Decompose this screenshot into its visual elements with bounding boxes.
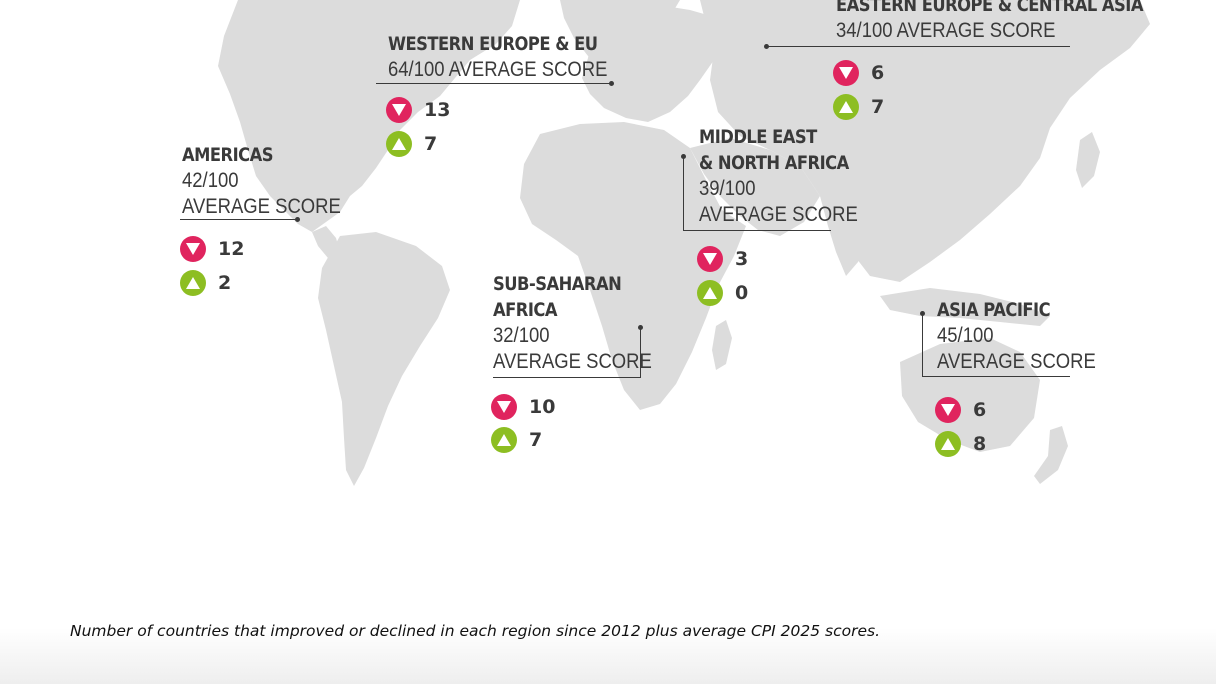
new-zealand-landmass [1034, 426, 1068, 484]
leader-endpoint [764, 44, 769, 49]
improved-count-row: 0 [697, 280, 748, 306]
leader-endpoint [920, 311, 925, 316]
triangle-up-icon [491, 427, 517, 453]
indonesia-landmass [880, 288, 1050, 326]
declined-count-row: 13 [386, 97, 450, 123]
leader-line [180, 219, 298, 220]
triangle-up-icon [935, 431, 961, 457]
improved-count-row: 2 [180, 270, 231, 296]
declined-count: 13 [424, 99, 451, 121]
triangle-up-icon [833, 94, 859, 120]
europe-landmass [582, 2, 722, 122]
leader-endpoint [638, 325, 643, 330]
declined-count: 6 [871, 62, 885, 84]
leader-endpoint [609, 81, 614, 86]
leader-line [766, 46, 1070, 47]
improved-count: 7 [871, 96, 885, 118]
region-middle-east-north-africa: MIDDLE EAST & NORTH AFRICA 39/100 AVERAG… [699, 124, 880, 228]
region-name: SUB-SAHARAN [493, 273, 622, 295]
improved-count-row: 7 [833, 94, 884, 120]
region-name: ASIA PACIFIC [937, 299, 1051, 321]
triangle-down-icon [697, 246, 723, 272]
triangle-up-icon [180, 270, 206, 296]
leader-endpoint [681, 154, 686, 159]
region-average-score-label: AVERAGE SCORE [937, 350, 1096, 373]
region-name: AMERICAS [182, 144, 274, 166]
region-name: WESTERN EUROPE & EU [388, 33, 598, 55]
region-average-score: 39/100 [699, 177, 756, 200]
leader-line [493, 377, 641, 378]
leader-line [683, 230, 831, 231]
india-landmass [820, 190, 880, 276]
improved-count: 0 [735, 282, 749, 304]
region-asia-pacific: ASIA PACIFIC 45/100 AVERAGE SCORE [937, 297, 1118, 375]
leader-endpoint [295, 217, 300, 222]
leader-line [640, 327, 641, 378]
region-average-score: 34/100 AVERAGE SCORE [836, 19, 1056, 42]
improved-count-row: 7 [386, 131, 437, 157]
triangle-down-icon [491, 394, 517, 420]
region-sub-saharan-africa: SUB-SAHARAN AFRICA 32/100 AVERAGE SCORE [493, 271, 674, 375]
australia-landmass [900, 338, 1040, 452]
declined-count: 6 [973, 399, 987, 421]
improved-count: 7 [529, 429, 543, 451]
leader-line [683, 156, 684, 230]
improved-count: 8 [973, 433, 987, 455]
region-average-score: 45/100 [937, 324, 994, 347]
region-average-score: 32/100 [493, 324, 550, 347]
page-footer-fade [0, 628, 1216, 684]
leader-line [922, 376, 1070, 377]
declined-count-row: 6 [935, 397, 986, 423]
region-average-score-label: AVERAGE SCORE [699, 203, 858, 226]
improved-count-row: 8 [935, 431, 986, 457]
leader-line [922, 313, 923, 377]
region-average-score-label: AVERAGE SCORE [182, 195, 341, 218]
region-average-score: 42/100 [182, 169, 239, 192]
region-name: MIDDLE EAST [699, 126, 817, 148]
region-name-line-2: & NORTH AFRICA [699, 152, 849, 174]
triangle-down-icon [180, 236, 206, 262]
madagascar-landmass [712, 320, 732, 370]
region-name-line-2: AFRICA [493, 299, 558, 321]
triangle-up-icon [697, 280, 723, 306]
improved-count: 7 [424, 133, 438, 155]
declined-count: 12 [218, 238, 245, 260]
declined-count: 10 [529, 396, 556, 418]
declined-count: 3 [735, 248, 749, 270]
map-caption: Number of countries that improved or dec… [70, 622, 881, 640]
leader-line [376, 83, 612, 84]
declined-count-row: 3 [697, 246, 748, 272]
triangle-down-icon [833, 60, 859, 86]
japan-landmass [1076, 132, 1100, 188]
improved-count-row: 7 [491, 427, 542, 453]
improved-count: 2 [218, 272, 232, 294]
africa-landmass [520, 122, 746, 410]
region-average-score-label: AVERAGE SCORE [493, 350, 652, 373]
declined-count-row: 6 [833, 60, 884, 86]
region-eastern-europe-central-asia: EASTERN EUROPE & CENTRAL ASIA 34/100 AVE… [836, 0, 1193, 44]
declined-count-row: 10 [491, 394, 555, 420]
region-americas: AMERICAS 42/100 AVERAGE SCORE [182, 142, 363, 220]
north-america-landmass [218, 0, 520, 232]
middle-east-landmass [690, 138, 820, 236]
asia-landmass [700, 0, 1150, 282]
south-america-landmass [318, 232, 450, 486]
world-map [218, 0, 1150, 486]
triangle-up-icon [386, 131, 412, 157]
declined-count-row: 12 [180, 236, 244, 262]
region-average-score: 64/100 AVERAGE SCORE [388, 58, 608, 81]
triangle-down-icon [386, 97, 412, 123]
region-name: EASTERN EUROPE & CENTRAL ASIA [836, 0, 1143, 16]
region-western-europe-eu: WESTERN EUROPE & EU 64/100 AVERAGE SCORE [388, 31, 637, 83]
triangle-down-icon [935, 397, 961, 423]
